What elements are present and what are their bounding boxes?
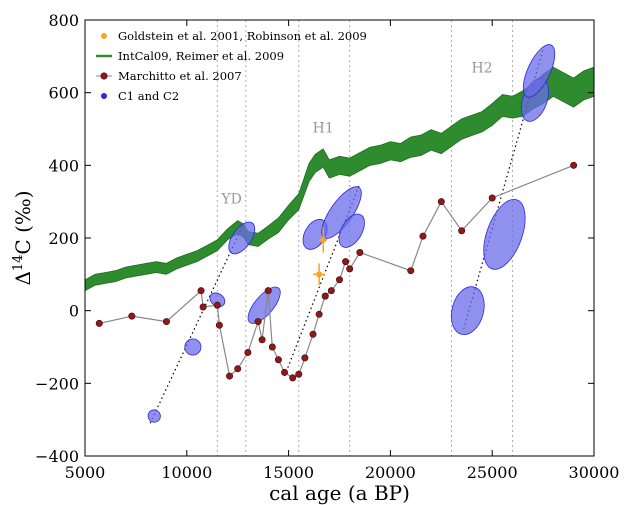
c1c2-ellipse — [247, 286, 281, 324]
y-tick-label: −400 — [35, 447, 79, 466]
marchitto-point — [419, 232, 427, 240]
marchitto-point — [295, 370, 303, 378]
x-tick-label: 20000 — [365, 463, 416, 482]
marchitto-point — [128, 312, 136, 320]
x-tick-label: 5000 — [65, 463, 106, 482]
c1c2-ellipse — [209, 292, 226, 307]
marchitto-point — [244, 348, 252, 356]
y-tick-label: 600 — [48, 84, 79, 103]
c1c2-ellipse — [522, 44, 556, 98]
c1c2-ellipse — [184, 338, 202, 356]
marchitto-point — [301, 354, 309, 362]
event-label: YD — [220, 191, 241, 207]
marchitto-point — [234, 365, 242, 373]
marchitto-point — [197, 287, 205, 295]
y-axis-label-sup: 14 — [11, 255, 26, 272]
goldstein-point — [320, 236, 327, 243]
marchitto-point — [321, 292, 329, 300]
legend: Goldstein et al. 2001, Robinson et al. 2… — [96, 29, 367, 103]
x-tick-label: 15000 — [263, 463, 314, 482]
marchitto-point — [570, 161, 578, 169]
marchitto-point — [95, 319, 103, 327]
marchitto-point — [407, 267, 415, 275]
c1c2-ellipse — [483, 199, 526, 270]
marchitto-point — [258, 336, 266, 344]
marchitto-series — [95, 161, 578, 382]
trend-line — [463, 48, 544, 329]
marchitto-point — [199, 303, 207, 311]
y-tick-label: 0 — [69, 302, 79, 321]
c1c2-ellipse — [147, 409, 161, 423]
goldstein-series — [313, 227, 328, 286]
legend-swatch — [101, 93, 107, 99]
marchitto-point — [215, 321, 223, 329]
marchitto-point — [315, 310, 323, 318]
marchitto-point — [309, 330, 317, 338]
marchitto-point — [356, 249, 364, 257]
goldstein-point — [316, 271, 323, 278]
marchitto-point — [268, 343, 276, 351]
y-axis-label: Δ14C (‰) — [11, 190, 35, 285]
event-labels: YD H1 H2 — [220, 61, 492, 208]
event-label: H1 — [313, 121, 334, 137]
marchitto-point — [213, 301, 221, 309]
x-tick-label: 10000 — [161, 463, 212, 482]
marchitto-point — [281, 368, 289, 376]
legend-label: IntCal09, Reimer et al. 2009 — [118, 49, 284, 63]
y-tick-label: 400 — [48, 156, 79, 175]
marchitto-point — [226, 372, 234, 380]
y-axis-label-delta: Δ — [11, 271, 35, 285]
event-label: H2 — [471, 61, 492, 77]
y-tick-label: 800 — [48, 11, 79, 30]
x-tick-label: 30000 — [569, 463, 620, 482]
y-axis-label-rest: C (‰) — [11, 190, 35, 254]
c1c2-ellipse — [228, 221, 256, 255]
legend-label: Goldstein et al. 2001, Robinson et al. 2… — [118, 29, 367, 43]
axis-ticks: 5000 10000 15000 20000 25000 30000 −400 −200 0 20… — [35, 11, 619, 482]
legend-label: Marchitto et al. 2007 — [118, 69, 242, 83]
marchitto-point — [342, 258, 350, 266]
marchitto-point — [274, 356, 282, 364]
marchitto-point — [264, 287, 272, 295]
marchitto-point — [437, 198, 445, 206]
marchitto-point — [335, 276, 343, 284]
y-tick-label: 200 — [48, 229, 79, 248]
c1c2-ellipses — [147, 44, 556, 423]
marchitto-point — [346, 265, 354, 273]
legend-label: C1 and C2 — [118, 89, 179, 103]
c1c2-ellipse — [338, 213, 365, 248]
marchitto-point — [488, 194, 496, 202]
marchitto-point — [327, 287, 335, 295]
x-axis-label: cal age (a BP) — [269, 481, 410, 505]
c1c2-ellipse — [450, 286, 485, 336]
legend-swatch — [101, 33, 107, 39]
y-tick-label: −200 — [35, 374, 79, 393]
marchitto-point — [458, 227, 466, 235]
marchitto-point — [162, 318, 170, 326]
marchitto-point — [254, 318, 262, 326]
x-tick-label: 25000 — [467, 463, 518, 482]
trend-line — [149, 223, 245, 424]
marchitto-point — [289, 374, 297, 382]
legend-swatch — [100, 72, 108, 80]
